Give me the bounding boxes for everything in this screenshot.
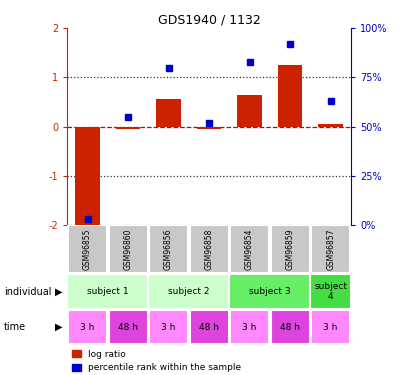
Text: GSM96856: GSM96856 (164, 229, 173, 270)
Text: 3 h: 3 h (324, 322, 338, 332)
Text: subject
4: subject 4 (314, 282, 347, 301)
Title: GDS1940 / 1132: GDS1940 / 1132 (158, 14, 260, 27)
FancyBboxPatch shape (149, 310, 188, 344)
Text: ▶: ▶ (55, 286, 63, 297)
Text: GSM96854: GSM96854 (245, 229, 254, 270)
FancyBboxPatch shape (109, 225, 148, 273)
FancyBboxPatch shape (311, 225, 350, 273)
FancyBboxPatch shape (190, 310, 228, 344)
Text: subject 1: subject 1 (87, 287, 129, 296)
FancyBboxPatch shape (190, 225, 228, 273)
Bar (156, 99, 181, 127)
FancyBboxPatch shape (67, 274, 149, 309)
Text: GSM96857: GSM96857 (326, 229, 335, 270)
Bar (237, 94, 262, 127)
Text: 3 h: 3 h (242, 322, 257, 332)
Text: time: time (4, 322, 26, 332)
Text: GSM96860: GSM96860 (124, 229, 133, 270)
FancyBboxPatch shape (109, 310, 148, 344)
Text: 48 h: 48 h (280, 322, 300, 332)
Text: 48 h: 48 h (118, 322, 138, 332)
Bar (75, 127, 100, 228)
FancyBboxPatch shape (149, 225, 188, 273)
FancyBboxPatch shape (68, 225, 107, 273)
FancyBboxPatch shape (310, 274, 351, 309)
FancyBboxPatch shape (311, 310, 350, 344)
FancyBboxPatch shape (230, 225, 269, 273)
Text: GSM96859: GSM96859 (286, 229, 295, 270)
Text: ▶: ▶ (55, 322, 63, 332)
FancyBboxPatch shape (271, 225, 310, 273)
Text: GSM96858: GSM96858 (204, 229, 214, 270)
Bar (278, 65, 302, 127)
FancyBboxPatch shape (271, 310, 310, 344)
FancyBboxPatch shape (229, 274, 310, 309)
Bar (197, 127, 221, 129)
Text: 3 h: 3 h (162, 322, 176, 332)
Text: 48 h: 48 h (199, 322, 219, 332)
Bar (319, 124, 343, 127)
Text: subject 3: subject 3 (249, 287, 290, 296)
Text: GSM96855: GSM96855 (83, 229, 92, 270)
Legend: log ratio, percentile rank within the sample: log ratio, percentile rank within the sa… (72, 350, 241, 372)
Bar (116, 127, 140, 129)
Text: 3 h: 3 h (80, 322, 95, 332)
FancyBboxPatch shape (68, 310, 107, 344)
FancyBboxPatch shape (149, 274, 229, 309)
FancyBboxPatch shape (230, 310, 269, 344)
Text: individual: individual (4, 286, 51, 297)
Text: subject 2: subject 2 (168, 287, 210, 296)
